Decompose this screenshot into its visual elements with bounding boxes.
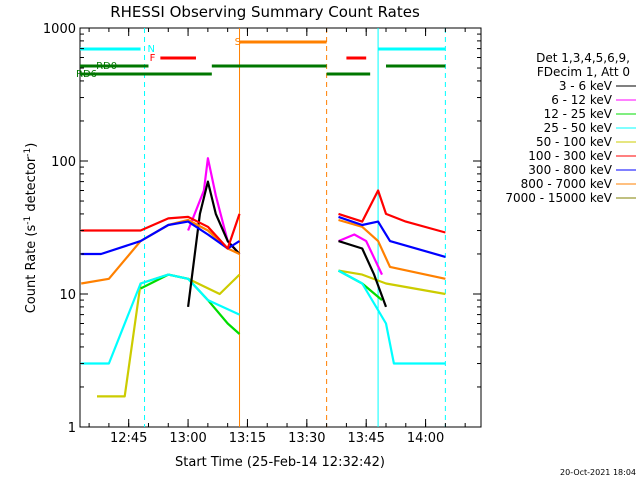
y-axis-label-mid: detector — [24, 156, 39, 216]
legend-label: 7000 - 15000 keV — [505, 191, 612, 205]
y-tick-label: 1 — [68, 421, 76, 436]
legend-label: 12 - 25 keV — [544, 107, 613, 121]
series-line-3 — [81, 269, 446, 365]
legend-header-line-1: Det 1,3,4,5,6,9, — [536, 51, 630, 65]
legend: Det 1,3,4,5,6,9, FDecim 1, Att 0 3 - 6 k… — [505, 51, 636, 205]
y-axis-label: Count Rate (s-1 detector-1) — [23, 143, 39, 314]
plot-area — [79, 27, 482, 428]
x-axis-label: Start Time (25-Feb-14 12:32:42) — [175, 455, 385, 470]
y-axis-label-main: Count Rate (s — [24, 225, 39, 314]
x-tick-label: 12:45 — [110, 431, 147, 446]
y-axis-label-sup1: -1 — [23, 216, 33, 225]
legend-header-line-2: FDecim 1, Att 0 — [537, 65, 630, 79]
x-tick-label: 13:15 — [229, 431, 266, 446]
y-axis-label-sup2: -1 — [23, 148, 33, 157]
legend-label: 3 - 6 keV — [559, 79, 613, 93]
x-tick-label: 13:30 — [288, 431, 325, 446]
series-line-5 — [81, 189, 446, 250]
series-line-4 — [97, 269, 446, 398]
series-line-6 — [81, 215, 446, 258]
legend-label: 100 - 300 keV — [528, 149, 612, 163]
legend-label: 25 - 50 keV — [544, 121, 613, 135]
y-tick-label: 100 — [51, 155, 76, 170]
x-tick-label: 14:00 — [407, 431, 444, 446]
x-tick-label: 13:00 — [169, 431, 206, 446]
footer-date: 20-Oct-2021 18:04 — [560, 468, 636, 477]
chart-title: RHESSI Observing Summary Count Rates — [110, 3, 420, 21]
series-line-2 — [140, 269, 383, 335]
legend-label: 800 - 7000 keV — [521, 177, 613, 191]
x-tick-label: 13:45 — [347, 431, 384, 446]
legend-label: 50 - 100 keV — [536, 135, 613, 149]
flag-label-f: F — [150, 53, 156, 64]
y-tick-label: 1000 — [43, 22, 76, 37]
y-tick-label: 10 — [59, 288, 76, 303]
legend-label: 6 - 12 keV — [551, 93, 613, 107]
flag-label-n: N — [148, 44, 155, 55]
flag-label-rd0: RD0 — [96, 61, 117, 72]
legend-label: 300 - 800 keV — [528, 163, 612, 177]
flag-label-rd6: RD6 — [76, 69, 97, 80]
flag-label-s: S — [235, 37, 241, 48]
y-axis-label-end: ) — [24, 143, 39, 148]
